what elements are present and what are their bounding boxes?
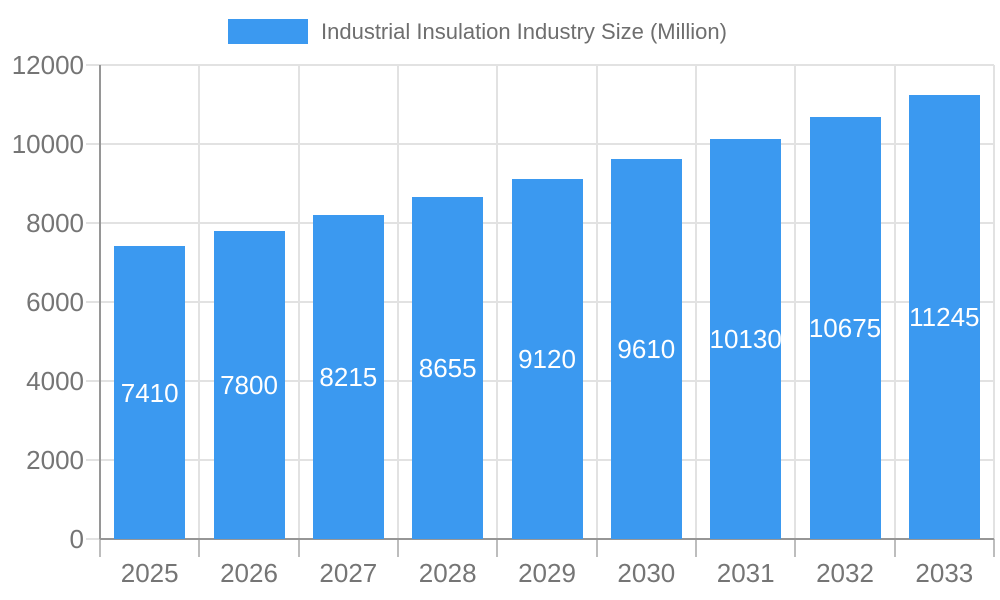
legend[interactable]: Industrial Insulation Industry Size (Mil…: [228, 19, 727, 44]
legend-swatch: [228, 19, 308, 44]
bar[interactable]: [809, 117, 881, 539]
bar[interactable]: [213, 230, 285, 539]
legend-label: Industrial Insulation Industry Size (Mil…: [321, 19, 727, 44]
x-tick-label: 2033: [915, 558, 974, 588]
bar-value-label: 8215: [319, 361, 378, 392]
x-axis-tick: [198, 539, 201, 557]
x-axis-tick: [794, 539, 797, 557]
gridline-horizontal: [100, 143, 994, 145]
gridline-vertical: [794, 65, 797, 539]
y-tick-label: 0: [69, 524, 84, 554]
y-tick-label: 6000: [26, 287, 84, 317]
bar[interactable]: [114, 246, 186, 539]
bar[interactable]: [908, 94, 980, 539]
x-tick-label: 2031: [716, 558, 775, 588]
gridline-vertical: [695, 65, 697, 539]
y-axis-tick: [86, 301, 100, 303]
x-axis-tick: [297, 539, 300, 557]
gridline-vertical: [496, 65, 499, 539]
bar-value-label: 9610: [617, 334, 676, 365]
bar-value-label: 10675: [808, 313, 882, 344]
y-tick-label: 4000: [26, 366, 84, 396]
y-tick-label: 10000: [11, 129, 84, 159]
bar[interactable]: [412, 197, 484, 539]
y-tick-label: 2000: [26, 445, 84, 475]
y-axis-tick: [86, 380, 100, 382]
bar-value-label: 10130: [709, 323, 782, 354]
gridline-vertical: [893, 65, 896, 539]
y-axis-tick: [86, 538, 100, 540]
bar-value-label: 11245: [909, 301, 980, 332]
bar-value-label: 8655: [418, 353, 477, 384]
x-tick-label: 2027: [319, 558, 378, 588]
x-axis-tick: [397, 539, 399, 557]
bar[interactable]: [710, 138, 782, 539]
y-axis-tick: [86, 143, 100, 145]
bar-value-label: 9120: [518, 343, 576, 374]
bar[interactable]: [511, 178, 583, 539]
x-tick-label: 2030: [617, 558, 676, 588]
bar-value-label: 7410: [120, 377, 179, 408]
gridline-vertical: [993, 65, 995, 539]
y-tick-label: 12000: [11, 50, 84, 80]
x-axis-line: [100, 538, 994, 540]
gridline-vertical: [297, 65, 300, 539]
x-tick-label: 2029: [518, 558, 576, 588]
bar-value-label: 7800: [220, 369, 278, 400]
y-axis-line: [99, 65, 101, 539]
y-axis-tick: [86, 64, 100, 66]
gridline-vertical: [595, 65, 598, 539]
x-tick-label: 2026: [220, 558, 278, 588]
x-axis-tick: [496, 539, 499, 557]
x-tick-label: 2025: [120, 558, 179, 588]
x-axis-tick: [893, 539, 896, 557]
x-axis-tick: [695, 539, 697, 557]
gridline-vertical: [397, 65, 399, 539]
x-axis-tick: [595, 539, 598, 557]
bar[interactable]: [610, 159, 682, 539]
gridline-horizontal: [100, 64, 994, 66]
y-tick-label: 8000: [26, 208, 84, 238]
x-axis-tick: [99, 539, 101, 557]
y-axis-tick: [86, 459, 100, 461]
y-axis-tick: [86, 222, 100, 224]
x-axis-tick: [993, 539, 995, 557]
bar[interactable]: [312, 214, 384, 539]
x-tick-label: 2028: [418, 558, 477, 588]
x-tick-label: 2032: [816, 558, 874, 588]
gridline-vertical: [198, 65, 201, 539]
